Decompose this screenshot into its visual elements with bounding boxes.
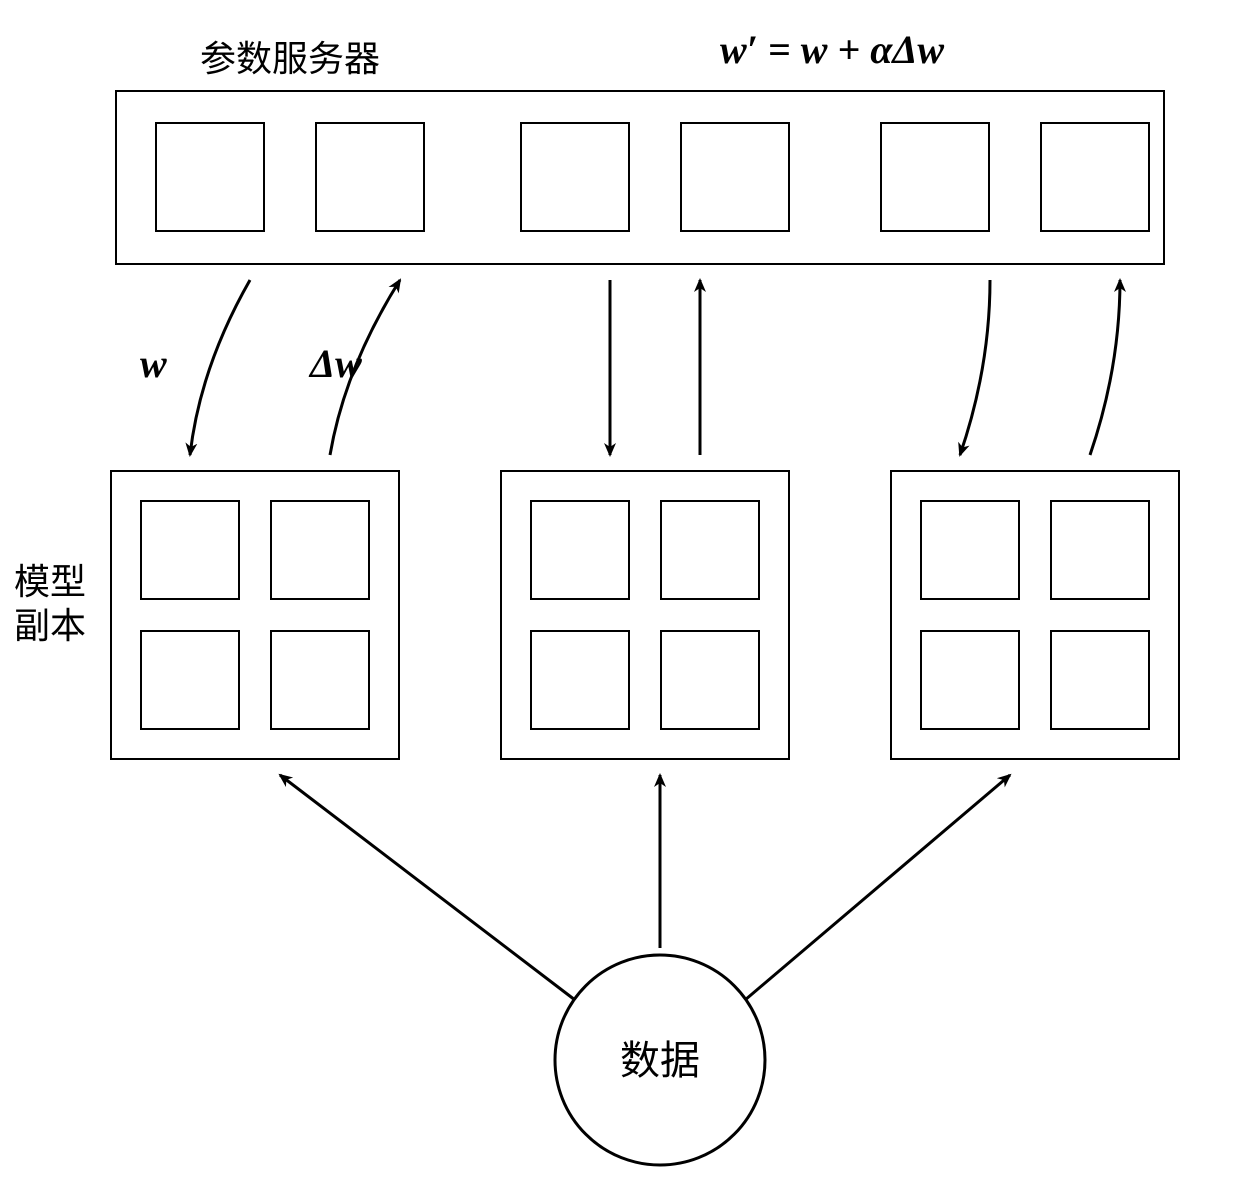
ps-cell [155,122,265,232]
r3-to-ps-arrow [1090,280,1120,455]
replica-cell [140,630,240,730]
ps-cell [520,122,630,232]
replica-label-line2: 副本 [14,606,86,646]
replica-cell [270,630,370,730]
param-server-box [115,90,1165,265]
replica-label-line1: 模型 [14,562,86,602]
ps-to-r3-arrow [960,280,990,455]
replica-cell [660,630,760,730]
data-to-r3-arrow [745,775,1010,1000]
replica-cell [530,500,630,600]
data-circle [555,955,765,1165]
w-label: w [140,340,167,387]
ps-cell [880,122,990,232]
replica-cell [140,500,240,600]
ps-to-r1-w-arrow [190,280,250,455]
update-formula: w′ = w + αΔw [720,26,944,73]
data-label: 数据 [620,1038,700,1083]
replica-cell [660,500,760,600]
param-server-label: 参数服务器 [200,30,380,82]
replica-label: 模型 副本 [14,560,86,648]
data-to-r1-arrow [280,775,575,1000]
replica-cell [1050,500,1150,600]
ps-cell [315,122,425,232]
replica-cell [530,630,630,730]
ps-cell [680,122,790,232]
replica-cell [920,500,1020,600]
ps-cell [1040,122,1150,232]
delta-w-label: Δw [310,340,362,387]
replica-cell [920,630,1020,730]
replica-cell [1050,630,1150,730]
replica-cell [270,500,370,600]
